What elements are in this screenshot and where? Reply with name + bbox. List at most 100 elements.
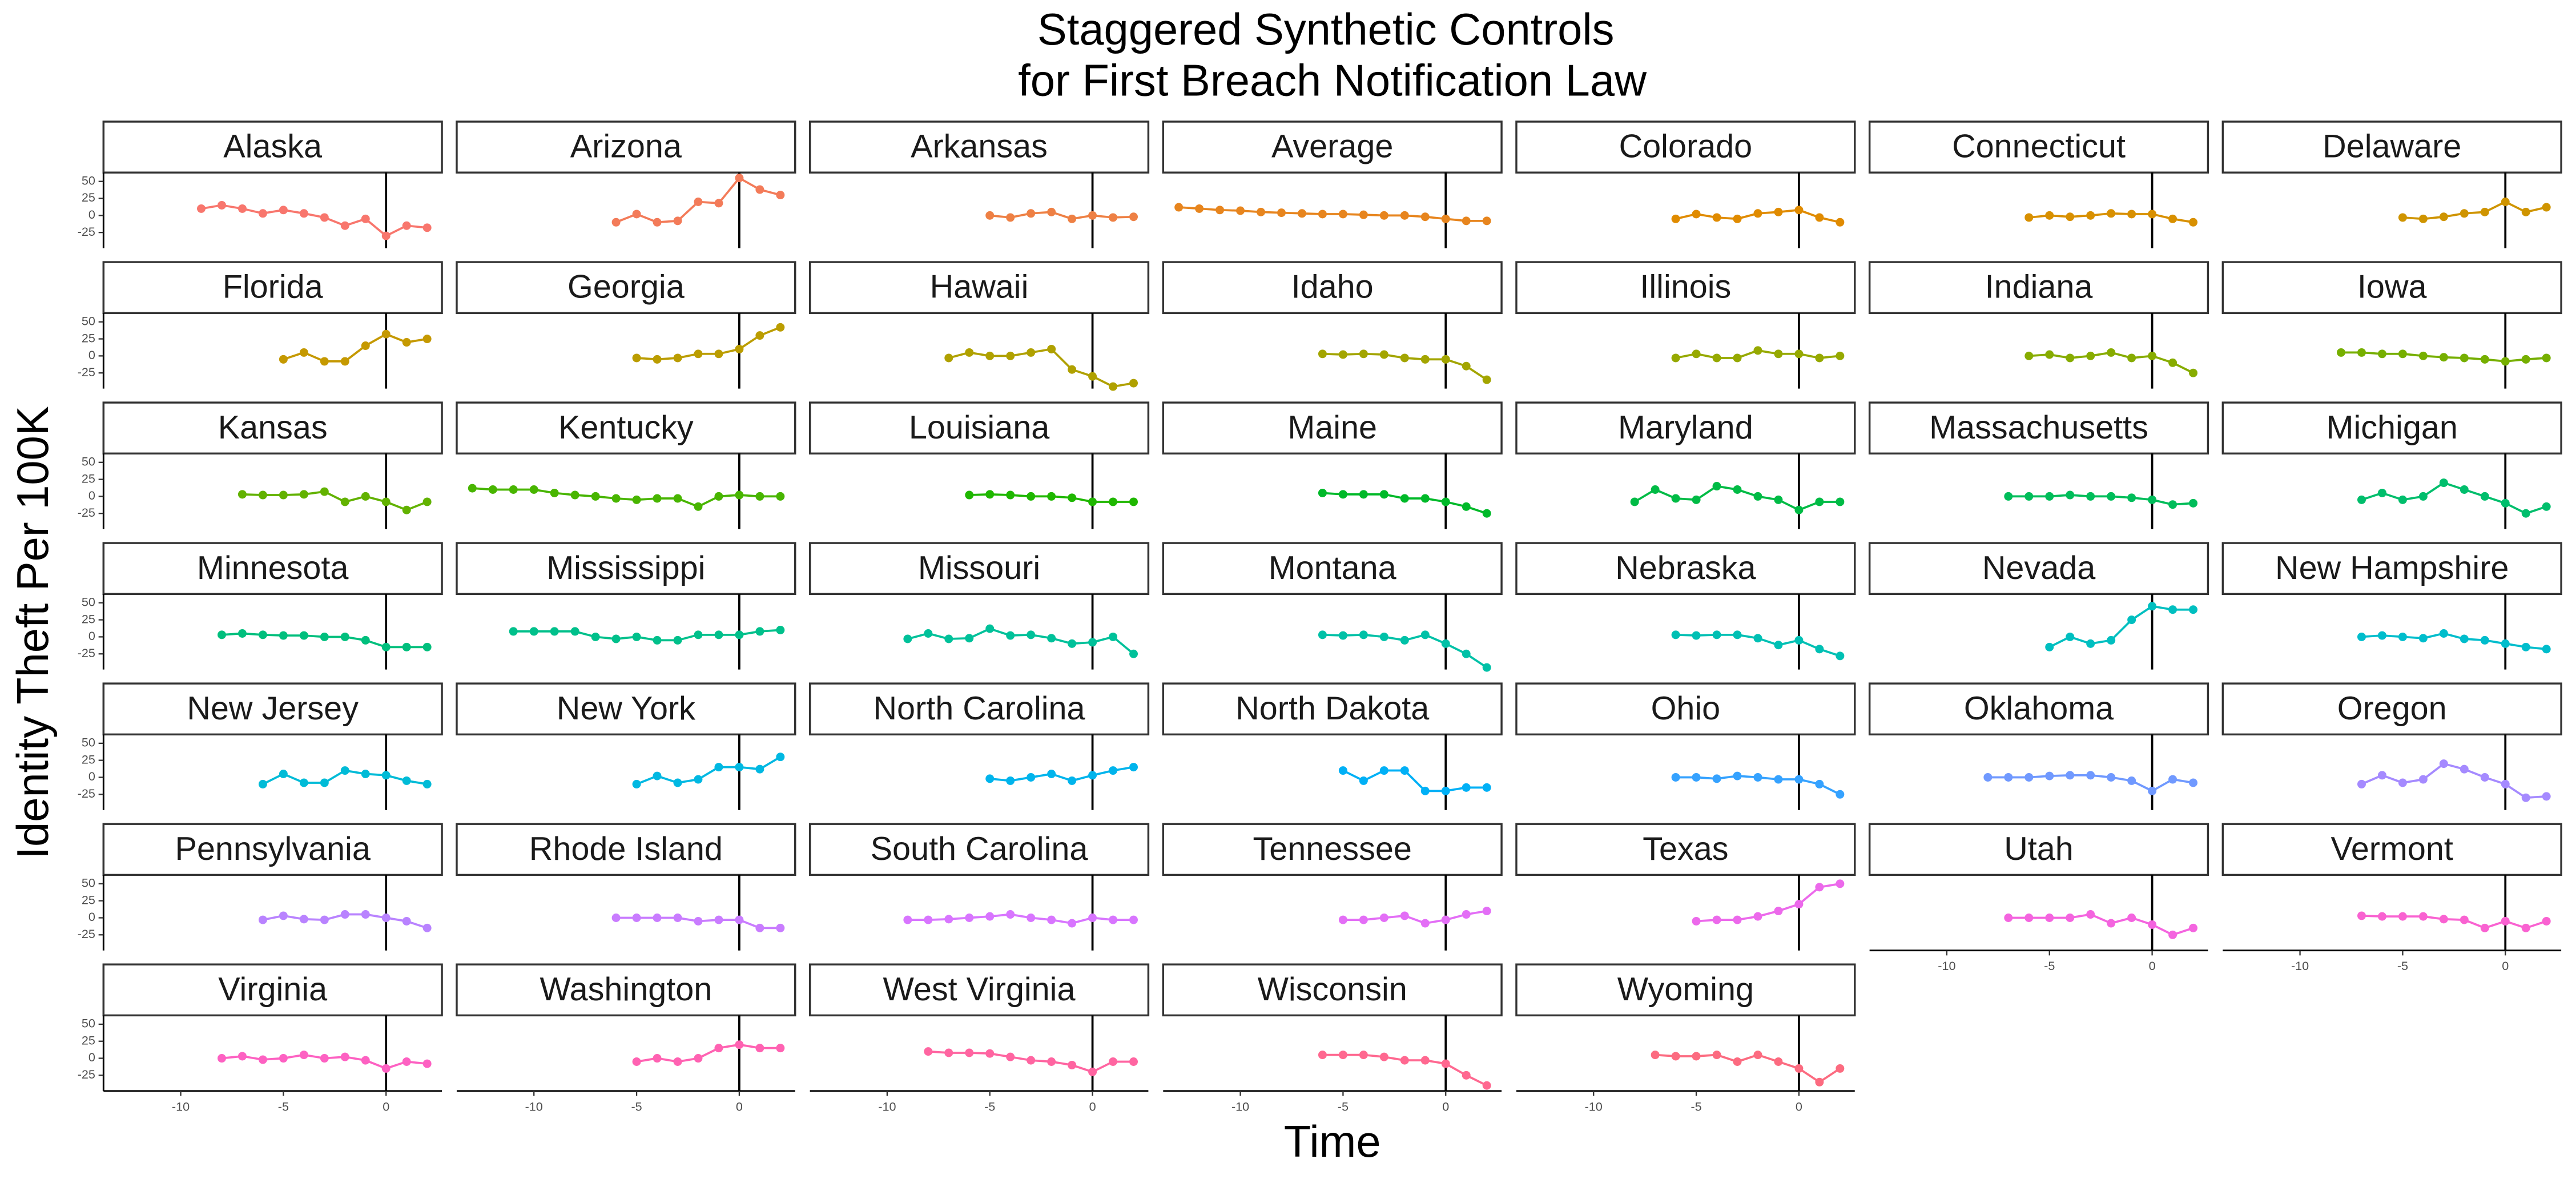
data-point (1359, 1051, 1368, 1060)
x-tick-label: -5 (1690, 1099, 1701, 1113)
data-point (1482, 1081, 1491, 1090)
facet-label: New Jersey (187, 690, 359, 727)
data-point (2480, 635, 2489, 645)
facet-label: Vermont (2331, 831, 2453, 867)
data-point (2480, 355, 2489, 364)
data-point (924, 915, 933, 924)
facet-label: Nebraska (1615, 550, 1756, 586)
data-point (2418, 912, 2428, 921)
facet-label: Kentucky (558, 409, 694, 446)
series-line (2361, 915, 2547, 930)
data-point (1692, 916, 1701, 926)
data-point (944, 915, 953, 924)
data-point (1068, 919, 1077, 928)
data-point (1692, 349, 1701, 359)
data-point (1671, 494, 1680, 503)
data-point (1983, 772, 1993, 782)
data-point (1462, 216, 1471, 226)
data-point (1047, 492, 1056, 501)
data-point (2501, 498, 2510, 508)
data-point (735, 763, 744, 772)
data-point (1774, 641, 1783, 650)
data-point (1733, 915, 1742, 924)
data-point (2398, 495, 2407, 504)
data-point (1420, 494, 1430, 503)
y-tick-label: 0 (88, 1050, 95, 1064)
data-point (1088, 771, 1097, 780)
data-point (361, 910, 370, 919)
data-point (2127, 493, 2136, 502)
data-point (611, 634, 621, 643)
data-point (1441, 497, 1450, 506)
data-point (632, 914, 641, 922)
data-point (653, 635, 662, 645)
data-point (422, 335, 432, 344)
data-point (1318, 488, 1327, 497)
data-point (1712, 1051, 1721, 1060)
y-tick-label: -25 (78, 224, 95, 239)
x-tick-label: 0 (2149, 959, 2156, 973)
y-tick-label: -25 (78, 927, 95, 941)
data-point (1441, 1059, 1450, 1068)
data-point (1651, 485, 1660, 494)
data-point (1733, 1057, 1742, 1066)
data-point (258, 1055, 267, 1064)
data-point (1794, 635, 1804, 645)
data-point (1047, 915, 1056, 924)
data-point (1006, 351, 1015, 360)
y-tick-label: 50 (82, 1016, 95, 1031)
data-point (2460, 634, 2469, 643)
data-point (755, 923, 764, 932)
series-line (2361, 481, 2547, 515)
data-point (1774, 349, 1783, 359)
data-point (1338, 631, 1347, 640)
data-point (1420, 355, 1430, 364)
data-point (1318, 210, 1327, 219)
data-point (2357, 348, 2366, 357)
data-point (279, 911, 288, 920)
data-point (2189, 778, 2198, 787)
data-point (2398, 213, 2407, 222)
data-point (381, 1064, 391, 1073)
data-point (1379, 490, 1388, 499)
x-axis-label: Time (1284, 1117, 1381, 1166)
data-point (755, 492, 764, 501)
data-point (340, 221, 349, 230)
data-point (1836, 790, 1845, 799)
data-point (361, 635, 370, 645)
data-point (1712, 353, 1721, 363)
data-point (735, 490, 744, 500)
data-point (2168, 775, 2177, 784)
data-point (2045, 211, 2054, 220)
facet-strip (2221, 682, 2562, 736)
x-tick-label: -10 (525, 1099, 543, 1113)
data-point (591, 492, 600, 501)
data-point (776, 492, 785, 501)
data-point (299, 631, 308, 640)
x-tick-label: -5 (2044, 959, 2055, 973)
facet-label: Rhode Island (529, 831, 723, 867)
data-point (1006, 631, 1015, 640)
facet-strip (808, 261, 1150, 314)
y-tick-label: 50 (82, 876, 95, 890)
data-point (2148, 602, 2157, 611)
data-point (422, 223, 432, 232)
data-point (1129, 763, 1138, 772)
data-point (1027, 772, 1036, 782)
y-tick-label: -25 (78, 505, 95, 520)
data-point (1712, 630, 1721, 639)
data-point (694, 916, 703, 926)
data-point (673, 778, 682, 787)
facet-strip (456, 963, 796, 1017)
data-point (1006, 213, 1015, 222)
data-point (1400, 353, 1409, 363)
data-point (2086, 492, 2095, 501)
data-point (279, 355, 288, 364)
data-point (2189, 368, 2198, 377)
data-point (320, 778, 329, 787)
data-point (1027, 492, 1036, 501)
facet-strip (1515, 261, 1856, 314)
data-point (2127, 615, 2136, 625)
data-point (2480, 772, 2489, 782)
data-point (2439, 212, 2448, 222)
